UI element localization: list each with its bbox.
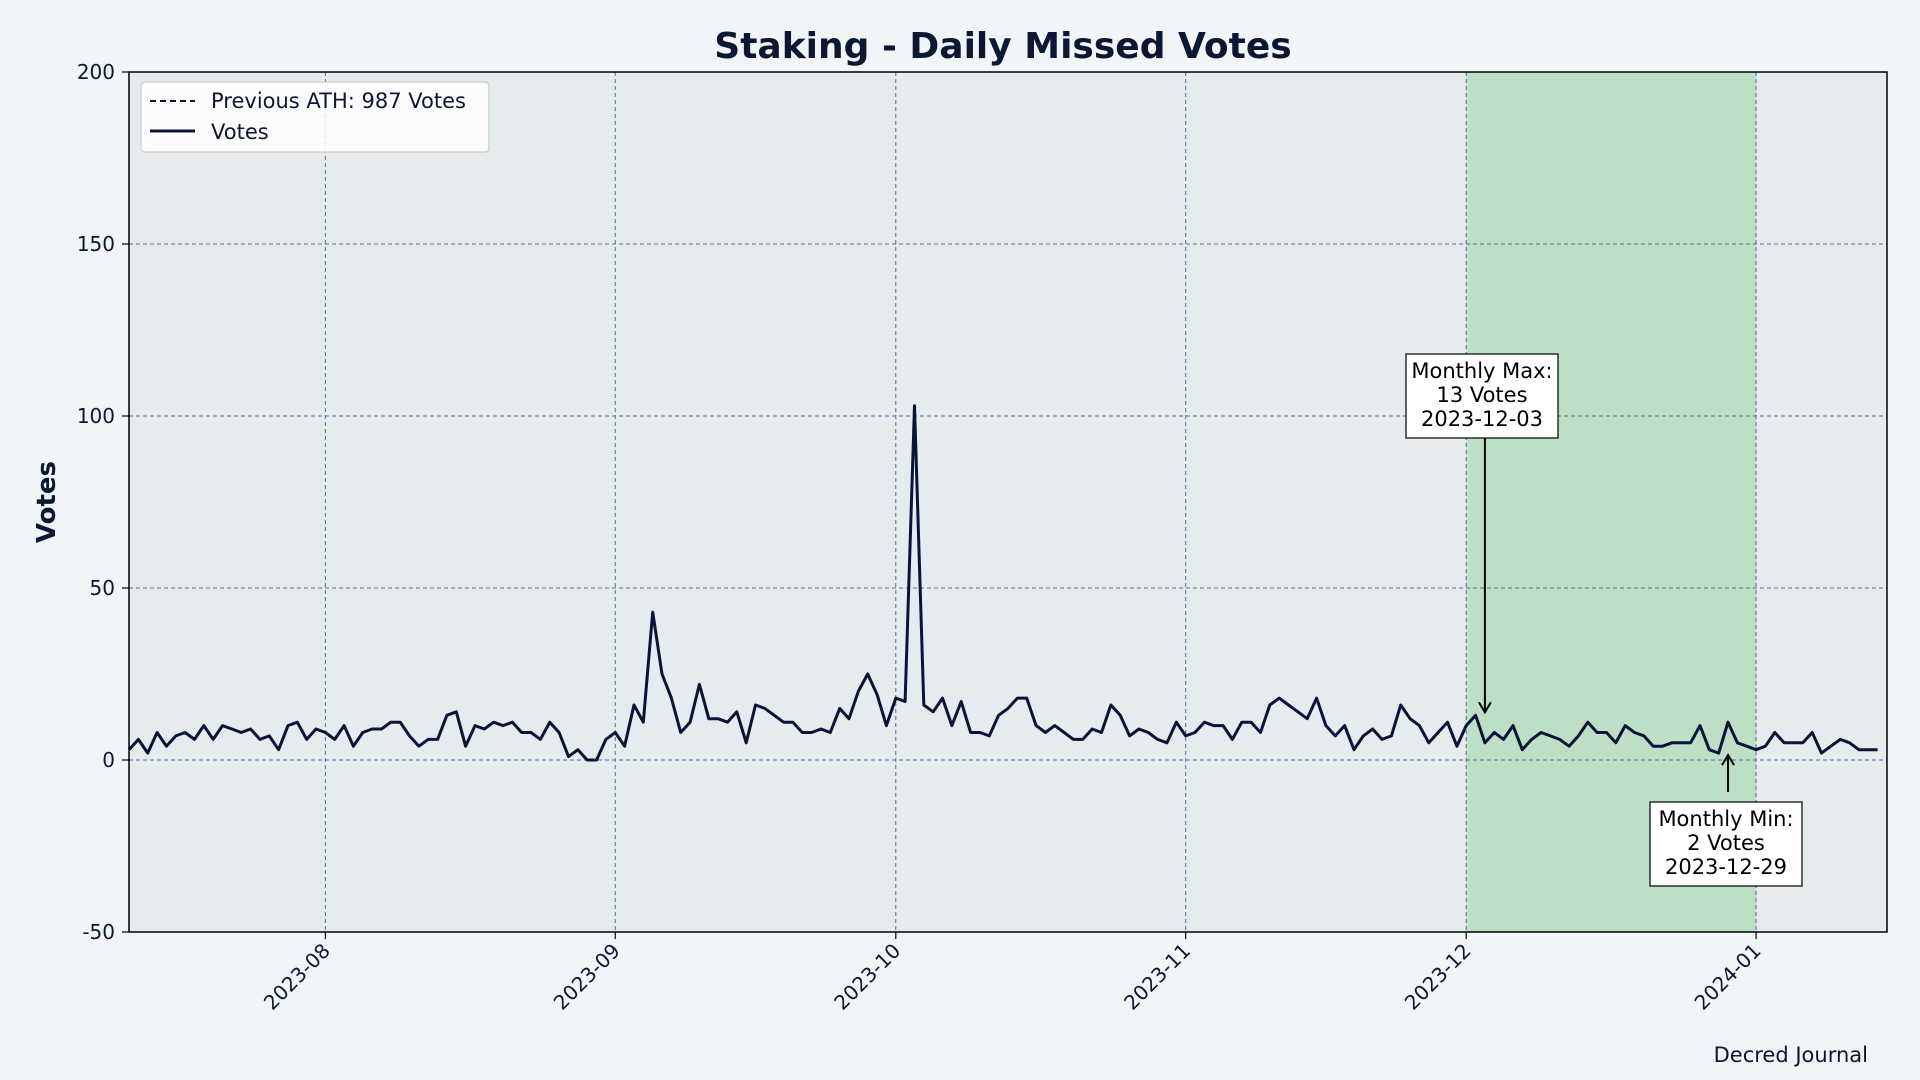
highlight-month: [1466, 72, 1757, 932]
annotation-min-text: 2 Votes: [1687, 831, 1765, 855]
annotation-min-arrowhead: [1721, 753, 1735, 766]
annotation-max-text: 2023-12-03: [1421, 407, 1543, 431]
x-tick-label: 2023-10: [829, 939, 905, 1015]
y-tick-label: 200: [77, 60, 115, 84]
y-tick-label: 50: [90, 576, 115, 600]
annotation-max-text: Monthly Max:: [1411, 359, 1552, 383]
y-axis-label: Votes: [32, 461, 62, 543]
annotation-max-arrowhead: [1478, 701, 1492, 715]
legend-box: [140, 81, 490, 153]
annotation-min-box: [1649, 801, 1803, 887]
legend-label-previous-ath: Previous ATH: 987 Votes: [211, 89, 466, 113]
annotation-min-text: Monthly Min:: [1658, 807, 1793, 831]
y-tick-label: -50: [82, 920, 115, 944]
x-tick-label: 2023-09: [549, 939, 625, 1015]
x-tick-label: 2023-11: [1119, 939, 1195, 1015]
annotation-max-box: [1405, 353, 1559, 439]
x-tick-label: 2024-01: [1690, 939, 1766, 1015]
annotation-min-text: 2023-12-29: [1665, 855, 1787, 879]
annotation-max-text: 13 Votes: [1436, 383, 1527, 407]
y-tick-label: 150: [77, 232, 115, 256]
y-tick-label: 100: [77, 404, 115, 428]
plot-frame: [128, 71, 1888, 933]
series-line-votes: [127, 404, 1878, 762]
credit-text: Decred Journal: [1714, 1043, 1868, 1067]
x-tick-label: 2023-12: [1400, 939, 1476, 1015]
y-tick-label: 0: [102, 748, 115, 772]
legend-label-votes: Votes: [211, 120, 269, 144]
chart-title: Staking - Daily Missed Votes: [714, 26, 1291, 67]
x-tick-label: 2023-08: [259, 939, 335, 1015]
